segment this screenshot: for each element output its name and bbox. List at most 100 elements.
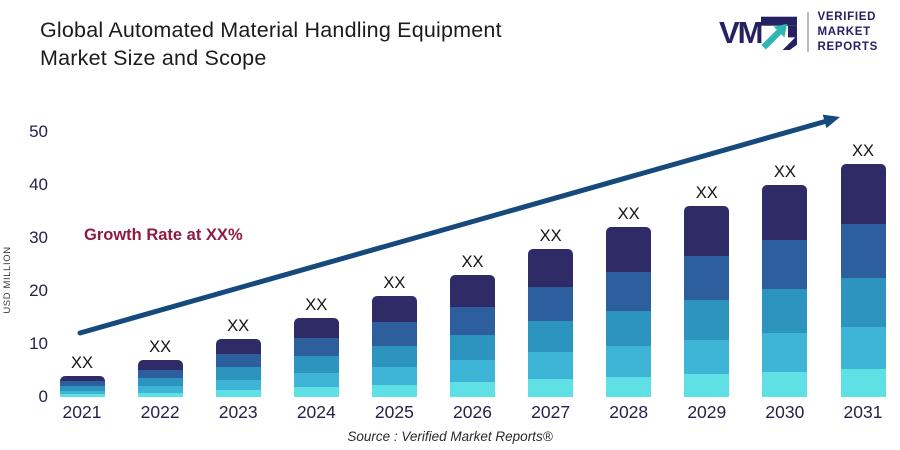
- bar-segment-4: [840, 327, 886, 369]
- bar-segment-2: [450, 306, 495, 335]
- bar-value-label-2028: XX: [617, 205, 640, 224]
- stacked-bar-2024: [293, 317, 339, 398]
- bar-segment-3: [528, 321, 574, 353]
- bar-value-label-2029: XX: [695, 184, 718, 203]
- growth-rate-label: Growth Rate at XX%: [84, 226, 243, 244]
- bar-segment-1: [215, 338, 261, 354]
- bar-segment-5: [684, 374, 730, 397]
- page-title: Global Automated Material Handling Equip…: [40, 16, 640, 73]
- x-axis-label-2029: 2029: [687, 402, 727, 422]
- y-axis-tick-30: 30: [29, 228, 48, 247]
- logo-name-line-2: MARKET: [817, 25, 871, 38]
- y-axis-tick-0: 0: [38, 387, 48, 406]
- x-axis-label-2028: 2028: [609, 402, 649, 422]
- bar-segment-5: [293, 387, 339, 397]
- bar-value-label-2027: XX: [539, 226, 562, 245]
- bar-segment-5: [137, 392, 183, 397]
- x-axis-label-2025: 2025: [374, 402, 414, 422]
- y-axis-tick-10: 10: [29, 334, 48, 353]
- stacked-bar-2021: [59, 375, 105, 397]
- bar-segment-5: [762, 371, 808, 397]
- x-axis-label-2024: 2024: [296, 402, 336, 422]
- vmr-arrow-logo-icon: [760, 17, 797, 51]
- bar-segment-5: [450, 382, 495, 397]
- bar-segment-2: [293, 338, 339, 357]
- stacked-bar-2030: [762, 185, 808, 397]
- bar-segment-4: [762, 333, 808, 372]
- bar-segment-5: [59, 394, 105, 397]
- x-axis-label-2022: 2022: [140, 402, 180, 422]
- page-title-line-2: Market Size and Scope: [40, 46, 267, 71]
- x-axis-label-2030: 2030: [765, 402, 805, 422]
- bar-segment-1: [371, 296, 417, 323]
- source-note: Source : Verified Market Reports®: [347, 429, 553, 444]
- bar-segment-1: [840, 163, 886, 225]
- bar-segment-3: [371, 345, 417, 367]
- bar-segment-5: [840, 369, 886, 397]
- bar-value-label-2025: XX: [383, 274, 406, 293]
- bar-segment-4: [293, 373, 339, 388]
- bar-segment-3: [606, 310, 652, 347]
- bar-segment-3: [293, 356, 339, 374]
- x-axis-label-2026: 2026: [453, 402, 492, 422]
- bar-value-label-2026: XX: [461, 253, 484, 272]
- bar-segment-1: [59, 375, 105, 382]
- bar-segment-3: [762, 288, 808, 334]
- bar-segment-2: [528, 287, 574, 322]
- bar-segment-3: [450, 334, 495, 361]
- bar-segment-4: [215, 379, 261, 390]
- y-axis-tick-50: 50: [29, 122, 48, 141]
- bar-segment-4: [450, 360, 495, 383]
- x-axis-label-2023: 2023: [218, 402, 258, 422]
- bar-segment-1: [762, 185, 808, 241]
- bar-segment-5: [528, 379, 574, 397]
- bar-segment-1: [293, 317, 339, 339]
- bar-segment-2: [762, 240, 808, 289]
- bar-segment-2: [371, 322, 417, 346]
- bar-segment-2: [684, 255, 730, 300]
- bar-segment-4: [59, 390, 105, 395]
- logo-name: VERIFIED MARKET REPORTS: [818, 10, 879, 55]
- bar-segment-5: [215, 389, 261, 397]
- bar-value-label-2024: XX: [305, 295, 328, 314]
- bar-segment-5: [606, 376, 652, 397]
- stacked-bar-2027: [528, 248, 574, 397]
- stacked-bar-2029: [684, 206, 730, 397]
- x-axis-label-2027: 2027: [531, 402, 571, 422]
- bar-segment-2: [59, 381, 105, 387]
- bar-segment-4: [137, 385, 183, 393]
- bar-segment-2: [215, 353, 261, 368]
- logo-name-line-3: REPORTS: [817, 40, 878, 53]
- bar-value-label-2023: XX: [227, 316, 250, 335]
- bar-segment-1: [684, 206, 730, 256]
- bar-segment-4: [371, 366, 417, 385]
- bar-segment-3: [137, 378, 183, 386]
- logo-wordmark: VM: [719, 14, 763, 50]
- bar-segment-4: [684, 339, 730, 375]
- bar-value-label-2030: XX: [773, 163, 796, 181]
- bar-value-label-2021: XX: [70, 353, 93, 372]
- bar-value-label-2031: XX: [851, 141, 874, 160]
- bar-segment-1: [450, 275, 495, 307]
- bar-segment-3: [684, 299, 730, 340]
- stacked-bar-2026: [450, 275, 495, 397]
- stacked-bar-2028: [606, 227, 652, 397]
- bar-segment-3: [59, 386, 105, 391]
- bar-value-label-2022: XX: [149, 337, 172, 356]
- y-axis-tick-40: 40: [29, 175, 48, 194]
- bar-segment-2: [606, 271, 652, 311]
- logo-name-line-1: VERIFIED: [817, 11, 877, 23]
- x-axis-label-2031: 2031: [843, 402, 883, 422]
- bar-segment-3: [215, 367, 261, 380]
- stacked-bar-2022: [137, 359, 183, 397]
- bar-segment-4: [606, 346, 652, 377]
- stacked-bar-2031: [840, 163, 886, 397]
- stacked-bar-2025: [371, 296, 417, 397]
- bar-segment-5: [371, 384, 417, 397]
- logo-divider: [806, 12, 809, 53]
- bar-segment-2: [137, 369, 183, 379]
- stacked-bar-2023: [215, 338, 261, 397]
- bar-segment-4: [528, 352, 574, 380]
